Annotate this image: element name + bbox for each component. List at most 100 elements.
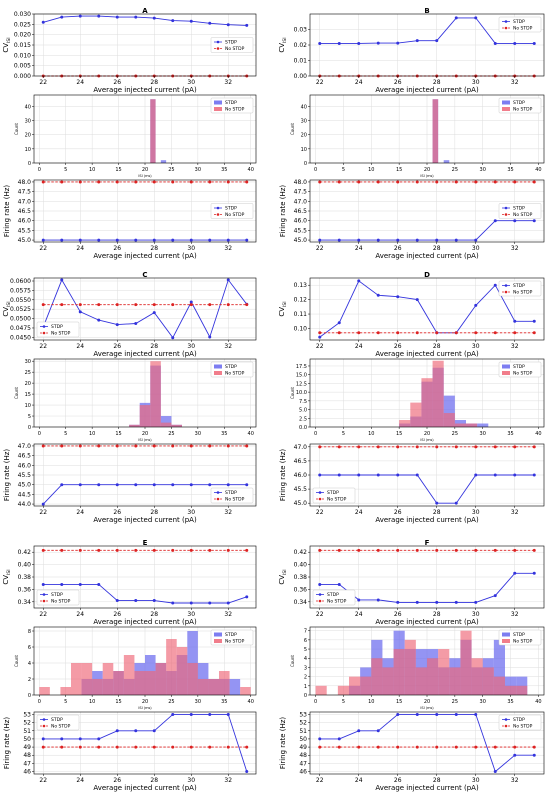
data-point-nostdp: [454, 745, 458, 749]
panel-e: E22 24 26 28 30 320.340.360.380.400.42Average…: [2, 539, 257, 792]
data-point-stdp: [78, 582, 82, 586]
data-point-nostdp: [513, 548, 517, 552]
data-point-nostdp: [415, 548, 419, 552]
data-point-stdp: [78, 238, 82, 242]
legend-marker-nostdp: [42, 599, 46, 603]
data-point-nostdp: [435, 745, 439, 749]
bar-nostdp: [410, 402, 422, 427]
data-point-stdp: [152, 238, 156, 242]
y-tick-label: 0.015: [14, 42, 31, 49]
y-tick-label: 2: [28, 677, 31, 683]
y-tick-label: 20: [25, 133, 31, 139]
data-point-stdp: [226, 483, 230, 487]
bar-nostdp: [349, 676, 361, 695]
y-tick-label: 0: [304, 161, 307, 167]
y-tick-label: 0.40: [18, 562, 32, 569]
y-tick-label: 0: [28, 161, 31, 167]
legend-label-stdp: STDP: [225, 632, 237, 638]
bar-nostdp: [102, 663, 114, 695]
bar-nostdp: [129, 424, 140, 427]
legend-label-stdp: STDP: [225, 490, 237, 496]
x-tick-label: 26: [113, 611, 121, 618]
x-tick-label: 32: [224, 611, 232, 618]
data-point-stdp: [493, 770, 497, 774]
series-stdp: [41, 712, 249, 774]
data-point-stdp: [318, 582, 322, 586]
y-tick-label: 46.5: [18, 453, 32, 460]
y-tick-label: 0.11: [294, 311, 308, 318]
series-line-stdp: [319, 713, 535, 773]
data-point-stdp: [513, 571, 517, 575]
legend-label-nostdp: No STDP: [513, 212, 533, 218]
x-axis-label: Average injected current (pA): [93, 618, 197, 626]
data-point-nostdp: [493, 548, 497, 552]
data-point-nostdp: [60, 745, 64, 749]
x-tick-label: 32: [224, 245, 232, 252]
legend-label-stdp: STDP: [513, 100, 525, 106]
y-tick-label: 1: [304, 684, 307, 690]
data-point-nostdp: [532, 180, 536, 184]
x-tick-label: 35: [221, 167, 227, 173]
data-point-stdp: [357, 41, 361, 45]
x-tick-label: 24: [355, 343, 363, 350]
data-point-stdp: [396, 238, 400, 242]
x-tick-label: 30: [472, 777, 480, 784]
data-point-stdp: [415, 238, 419, 242]
data-point-nostdp: [208, 303, 212, 307]
data-point-stdp: [115, 323, 119, 327]
x-tick-label: 15: [115, 167, 121, 173]
data-point-nostdp: [60, 444, 64, 448]
legend-label-stdp: STDP: [225, 40, 237, 46]
bar-nostdp: [145, 671, 156, 695]
x-tick-label: 28: [150, 79, 158, 86]
axes-frame: [309, 711, 545, 775]
legend-swatch-nostdp: [502, 371, 510, 375]
y-tick-label: 0.0475: [10, 325, 31, 332]
bar-nostdp: [427, 658, 439, 695]
data-point-nostdp: [152, 444, 156, 448]
data-point-nostdp: [532, 745, 536, 749]
x-tick-label: 22: [39, 611, 47, 618]
legend-swatch-nostdp: [502, 107, 510, 111]
x-tick-label: 20: [424, 431, 430, 437]
data-point-stdp: [454, 600, 458, 604]
x-tick-label: 35: [507, 167, 513, 173]
data-point-stdp: [78, 310, 82, 314]
panel-title: B: [424, 7, 429, 15]
y-tick-label: 0.10: [294, 325, 308, 332]
data-point-nostdp: [513, 745, 517, 749]
y-axis-label: Count: [14, 655, 19, 667]
x-tick-label: 30: [187, 611, 195, 618]
data-point-stdp: [532, 219, 536, 223]
y-tick-label: 25: [25, 370, 31, 376]
data-point-nostdp: [376, 548, 380, 552]
y-tick-label: 0.02: [294, 42, 308, 49]
data-point-stdp: [208, 712, 212, 716]
bar-nostdp: [92, 679, 103, 695]
y-axis-label: Firing rate (Hz): [3, 717, 11, 770]
data-point-nostdp: [435, 331, 439, 335]
bar-nostdp: [123, 655, 135, 695]
data-point-stdp: [474, 303, 478, 307]
x-tick-label: 26: [394, 79, 402, 86]
legend-marker-nostdp: [42, 724, 46, 728]
y-tick-label: 47.0: [294, 444, 308, 451]
data-point-stdp: [97, 582, 101, 586]
data-point-stdp: [189, 238, 193, 242]
x-tick-label: 35: [221, 699, 227, 705]
data-point-stdp: [513, 219, 517, 223]
series-nostdp: [318, 445, 536, 449]
x-tick-label: 32: [511, 245, 519, 252]
data-point-stdp: [493, 473, 497, 477]
x-tick-label: 24: [76, 79, 84, 86]
x-tick-label: 24: [76, 343, 84, 350]
y-tick-label: 46.5: [18, 208, 32, 215]
legend-marker-nostdp: [42, 331, 46, 335]
x-tick-label: 24: [76, 611, 84, 618]
x-axis-label: Average injected current (pA): [375, 86, 479, 94]
bar-nostdp: [454, 423, 466, 427]
series-nostdp: [41, 548, 249, 552]
